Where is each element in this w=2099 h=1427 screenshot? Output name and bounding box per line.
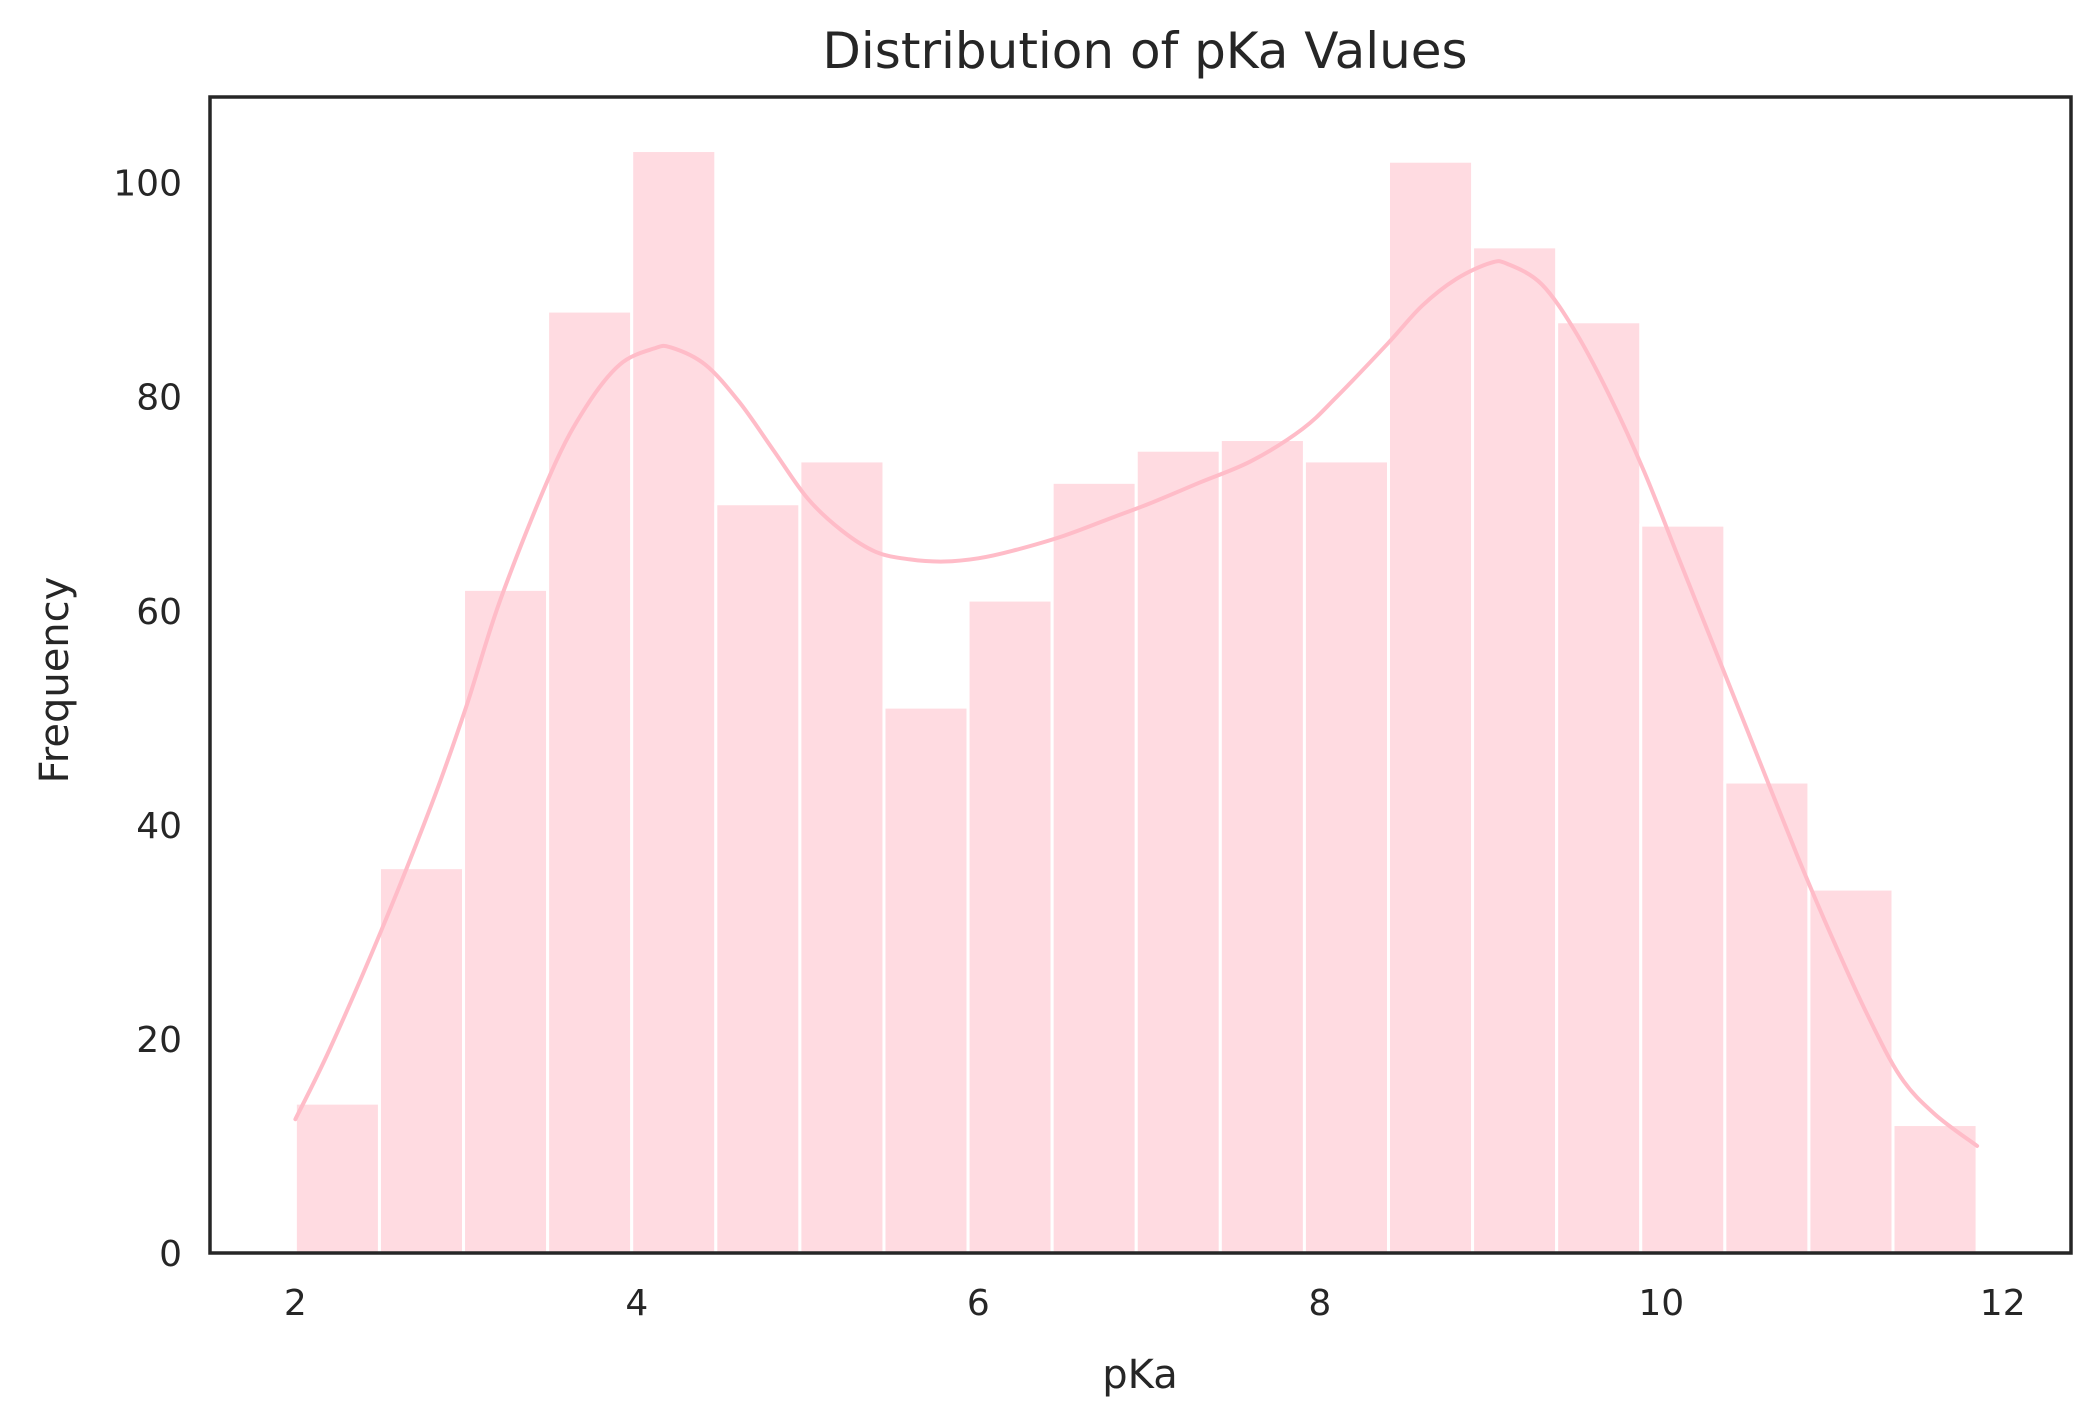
x-axis-ticks: 2 4 6 8 10 12 — [284, 1283, 2026, 1324]
histogram-bar — [882, 705, 970, 1255]
histogram-bar — [1386, 159, 1475, 1255]
histogram-bar — [1218, 438, 1306, 1255]
histogram-bar — [1891, 1123, 1979, 1255]
y-tick-label: 60 — [136, 592, 182, 633]
y-tick-label: 20 — [136, 1020, 182, 1061]
histogram-bar — [1723, 780, 1811, 1255]
histogram-bar — [377, 866, 466, 1255]
y-tick-label: 80 — [136, 378, 182, 419]
histogram-bar — [546, 309, 634, 1255]
histogram-bar — [1302, 459, 1390, 1255]
x-tick-label: 8 — [1308, 1283, 1331, 1324]
histogram-bar — [1555, 320, 1643, 1255]
histogram-bar — [966, 598, 1054, 1255]
y-axis-ticks: 0 20 40 60 80 100 — [113, 164, 182, 1275]
histogram-bar — [798, 459, 886, 1255]
x-tick-label: 2 — [284, 1283, 307, 1324]
histogram-bar — [1639, 523, 1727, 1255]
y-tick-label: 40 — [136, 806, 182, 847]
histogram-bars — [293, 149, 1979, 1255]
y-axis-label: Frequency — [32, 577, 78, 784]
x-tick-label: 12 — [1980, 1283, 2026, 1324]
chart-title: Distribution of pKa Values — [822, 22, 1467, 80]
histogram-bar — [1050, 480, 1138, 1255]
kde-curve — [293, 259, 1980, 1148]
x-axis-label: pKa — [1102, 1352, 1177, 1398]
x-tick-label: 4 — [625, 1283, 648, 1324]
histogram-bar — [714, 502, 802, 1255]
histogram-bar — [1471, 245, 1559, 1255]
y-tick-label: 0 — [159, 1234, 182, 1275]
plot-frame — [208, 95, 2073, 1255]
histogram-bar — [630, 149, 718, 1255]
histogram-bar — [1807, 887, 1895, 1255]
y-tick-label: 100 — [113, 164, 182, 205]
histogram-bar — [1134, 448, 1222, 1255]
histogram-bar — [293, 1101, 381, 1255]
histogram-bar — [462, 587, 550, 1255]
x-tick-label: 6 — [967, 1283, 990, 1324]
x-tick-label: 10 — [1638, 1283, 1684, 1324]
